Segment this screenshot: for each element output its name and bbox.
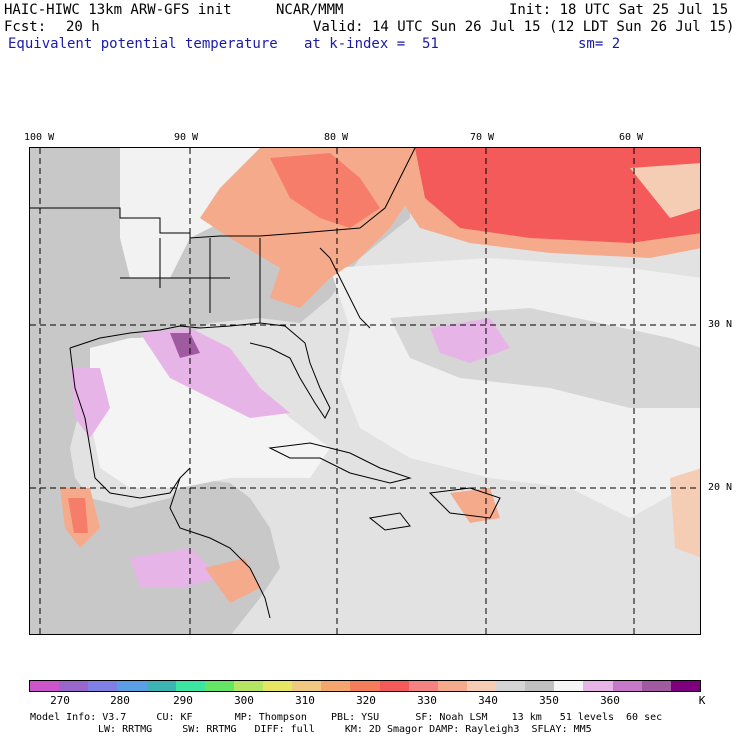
central-america-coast <box>169 477 271 619</box>
color-bar-segment <box>496 681 526 691</box>
color-bar-segment <box>525 681 555 691</box>
color-bar-segment <box>641 681 671 691</box>
lon-label-60w: 60 W <box>619 132 644 143</box>
color-bar-segment <box>175 681 205 691</box>
purple-louisiana <box>170 333 200 358</box>
hispaniola-coast <box>428 487 501 519</box>
hot-mexico <box>68 498 88 533</box>
lon-label-70w: 70 W <box>470 132 495 143</box>
warm-east-atlantic <box>670 468 700 558</box>
us-state-border <box>30 148 416 239</box>
map-canvas <box>30 148 700 634</box>
cbar-label: 310 <box>295 694 315 707</box>
color-bar-segment <box>437 681 467 691</box>
color-bar-segment <box>59 681 89 691</box>
smoothing: sm= 2 <box>578 36 621 52</box>
cbar-label: 290 <box>173 694 193 707</box>
lavender-atlantic <box>430 318 510 363</box>
cuba-coast <box>268 442 412 484</box>
color-bar-segment <box>554 681 584 691</box>
lat-label-30n: 30 N <box>708 319 733 330</box>
institution: NCAR/MMM <box>276 2 344 18</box>
valid-time: Valid: 14 UTC Sun 26 Jul 15 (12 LDT Sun … <box>313 19 735 35</box>
lavender-texas <box>70 368 110 438</box>
cbar-label: 350 <box>539 694 559 707</box>
peach-ne <box>630 163 700 218</box>
cbar-units: K <box>698 694 706 707</box>
cbar-label: 280 <box>110 694 130 707</box>
warm-honduras <box>205 558 260 603</box>
color-bar-segment <box>408 681 438 691</box>
model-title: HAIC-HIWC 13km ARW-GFS init <box>4 2 232 18</box>
gulf-region <box>90 338 330 488</box>
lavender-central-america <box>130 548 220 588</box>
model-info-line2: LW: RRTMG SW: RRTMG DIFF: full KM: 2D Sm… <box>98 724 592 735</box>
jamaica-coast <box>368 512 411 531</box>
forecast-hour: 20 h <box>66 19 100 35</box>
color-bar-segment <box>88 681 118 691</box>
cbar-label: 330 <box>417 694 437 707</box>
color-bar-segment <box>350 681 380 691</box>
lat-label-20n: 20 N <box>708 482 733 493</box>
hot-region-us <box>270 153 380 228</box>
lon-label-80w: 80 W <box>324 132 349 143</box>
cbar-label: 300 <box>234 694 254 707</box>
color-bar-segment <box>204 681 234 691</box>
southeast-coast <box>319 247 371 329</box>
cbar-label: 270 <box>50 694 70 707</box>
gulf-coast <box>69 322 331 419</box>
cbar-label: 360 <box>600 694 620 707</box>
color-bar-segment <box>292 681 322 691</box>
warm-hispaniola <box>450 488 500 523</box>
lon-label-90w: 90 W <box>174 132 199 143</box>
color-bar-segment <box>670 681 700 691</box>
color-bar-segment <box>117 681 147 691</box>
field-name: Equivalent potential temperature <box>8 36 278 52</box>
color-bar-segment <box>612 681 642 691</box>
model-info-line1: Model Info: V3.7 CU: KF MP: Thompson PBL… <box>30 712 663 723</box>
init-time: Init: 18 UTC Sat 25 Jul 15 <box>509 2 729 18</box>
coastlines <box>30 148 501 619</box>
theta-e-map <box>29 147 701 635</box>
level-index: at k-index = 51 <box>304 36 439 52</box>
cbar-label: 320 <box>356 694 376 707</box>
color-bar <box>29 680 701 692</box>
lon-label-100w: 100 W <box>24 132 55 143</box>
graticule <box>30 148 700 634</box>
color-bar-segment <box>30 681 60 691</box>
color-bar-segment <box>146 681 176 691</box>
cbar-label: 340 <box>478 694 498 707</box>
color-bar-segment <box>233 681 263 691</box>
state-borders <box>120 238 261 323</box>
mexico-coast <box>69 347 191 499</box>
color-bar-segment <box>466 681 496 691</box>
color-bar-segment <box>321 681 351 691</box>
color-bar-segment <box>263 681 293 691</box>
color-bar-segment <box>379 681 409 691</box>
color-bar-segment <box>583 681 613 691</box>
forecast-label: Fcst: <box>4 19 47 35</box>
